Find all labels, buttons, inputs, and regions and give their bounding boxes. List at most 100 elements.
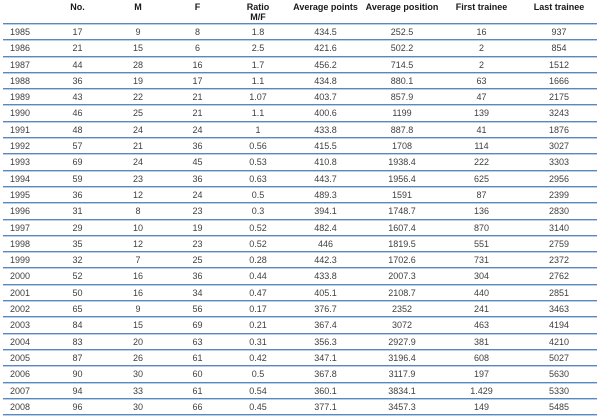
cell-ratio-mf: 0.63	[227, 170, 289, 187]
cell-average-points: 443.7	[289, 170, 362, 187]
cell-first-trainee: 1.429	[442, 382, 521, 399]
cell-year: 2005	[3, 349, 47, 367]
header-f: F	[168, 0, 227, 24]
cell-average-points: 394.1	[289, 203, 362, 220]
cell-first-trainee: 16	[442, 24, 521, 41]
cell-first-trainee: 47	[442, 89, 521, 106]
cell-year: 1998	[3, 235, 47, 253]
cell-ratio-mf: 1.1	[227, 105, 289, 122]
cell-m: 24	[108, 121, 168, 139]
cell-ratio-mf: 1.07	[227, 89, 289, 106]
cell-ratio-mf: 1.8	[227, 24, 289, 41]
cell-ratio-mf: 0.5	[227, 366, 289, 383]
cell-f: 60	[168, 366, 227, 383]
cell-m: 10	[108, 219, 168, 236]
cell-no: 96	[47, 398, 108, 416]
table-row: 2002 65 9 56 0.17 376.7 2352 241 3463	[3, 301, 597, 318]
cell-m: 9	[108, 301, 168, 318]
cell-average-position: 502.2	[362, 40, 442, 57]
cell-m: 28	[108, 56, 168, 73]
cell-last-trainee: 4210	[521, 333, 597, 350]
cell-no: 17	[47, 24, 108, 41]
cell-year: 2008	[3, 398, 47, 416]
table-row: 1992 57 21 36 0.56 415.5 1708 114 3027	[3, 138, 597, 155]
cell-average-position: 1702.6	[362, 252, 442, 269]
cell-no: 46	[47, 105, 108, 122]
cell-year: 1987	[3, 56, 47, 73]
cell-last-trainee: 1876	[521, 121, 597, 139]
cell-average-points: 403.7	[289, 89, 362, 106]
cell-year: 1990	[3, 105, 47, 122]
table-row: 2005 87 26 61 0.42 347.1 3196.4 608 5027	[3, 349, 597, 367]
cell-year: 1997	[3, 219, 47, 236]
cell-average-points: 434.5	[289, 24, 362, 41]
cell-ratio-mf: 0.5	[227, 186, 289, 204]
cell-no: 50	[47, 284, 108, 302]
cell-f: 36	[168, 170, 227, 187]
cell-last-trainee: 3243	[521, 105, 597, 122]
cell-first-trainee: 222	[442, 154, 521, 171]
cell-average-points: 489.3	[289, 186, 362, 204]
trainee-statistics-table: No. M F Ratio M/F Average points Average…	[3, 0, 597, 417]
table-row: 1995 36 12 24 0.5 489.3 1591 87 2399	[3, 186, 597, 204]
cell-average-position: 3196.4	[362, 349, 442, 367]
table-row: 1987 44 28 16 1.7 456.2 714.5 2 1512	[3, 56, 597, 73]
cell-ratio-mf: 0.42	[227, 349, 289, 367]
cell-last-trainee: 2851	[521, 284, 597, 302]
cell-year: 2003	[3, 317, 47, 334]
cell-first-trainee: 463	[442, 317, 521, 334]
cell-m: 16	[108, 284, 168, 302]
cell-ratio-mf: 0.52	[227, 235, 289, 253]
cell-no: 21	[47, 40, 108, 57]
cell-no: 36	[47, 186, 108, 204]
cell-f: 36	[168, 268, 227, 285]
table-row: 2008 96 30 66 0.45 377.1 3457.3 149 5485	[3, 398, 597, 416]
cell-average-points: 367.8	[289, 366, 362, 383]
cell-m: 16	[108, 268, 168, 285]
table-row: 1985 17 9 8 1.8 434.5 252.5 16 937	[3, 24, 597, 41]
table-row: 1993 69 24 45 0.53 410.8 1938.4 222 3303	[3, 154, 597, 171]
cell-average-points: 446	[289, 235, 362, 253]
cell-last-trainee: 854	[521, 40, 597, 57]
cell-f: 66	[168, 398, 227, 416]
cell-year: 1994	[3, 170, 47, 187]
cell-average-position: 252.5	[362, 24, 442, 41]
header-no: No.	[47, 0, 108, 24]
cell-last-trainee: 5330	[521, 382, 597, 399]
header-first-trainee: First trainee	[442, 0, 521, 24]
cell-m: 19	[108, 72, 168, 90]
table-row: 2007 94 33 61 0.54 360.1 3834.1 1.429 5330	[3, 382, 597, 399]
cell-average-position: 1748.7	[362, 203, 442, 220]
cell-no: 57	[47, 138, 108, 155]
cell-ratio-mf: 0.52	[227, 219, 289, 236]
cell-ratio-mf: 0.47	[227, 284, 289, 302]
cell-m: 30	[108, 366, 168, 383]
cell-first-trainee: 197	[442, 366, 521, 383]
cell-no: 90	[47, 366, 108, 383]
cell-m: 30	[108, 398, 168, 416]
cell-average-points: 442.3	[289, 252, 362, 269]
cell-no: 69	[47, 154, 108, 171]
cell-last-trainee: 3303	[521, 154, 597, 171]
cell-m: 15	[108, 317, 168, 334]
cell-last-trainee: 937	[521, 24, 597, 41]
cell-average-points: 376.7	[289, 301, 362, 318]
cell-last-trainee: 3463	[521, 301, 597, 318]
cell-f: 36	[168, 138, 227, 155]
cell-m: 8	[108, 203, 168, 220]
cell-f: 23	[168, 203, 227, 220]
cell-ratio-mf: 1	[227, 121, 289, 139]
cell-year: 2000	[3, 268, 47, 285]
cell-ratio-mf: 1.7	[227, 56, 289, 73]
cell-average-position: 880.1	[362, 72, 442, 90]
header-average-position: Average position	[362, 0, 442, 24]
cell-no: 44	[47, 56, 108, 73]
cell-f: 21	[168, 105, 227, 122]
cell-year: 2001	[3, 284, 47, 302]
cell-last-trainee: 2762	[521, 268, 597, 285]
cell-average-points: 377.1	[289, 398, 362, 416]
table-row: 1988 36 19 17 1.1 434.8 880.1 63 1666	[3, 72, 597, 90]
cell-average-points: 356.3	[289, 333, 362, 350]
cell-year: 1991	[3, 121, 47, 139]
cell-f: 23	[168, 235, 227, 253]
